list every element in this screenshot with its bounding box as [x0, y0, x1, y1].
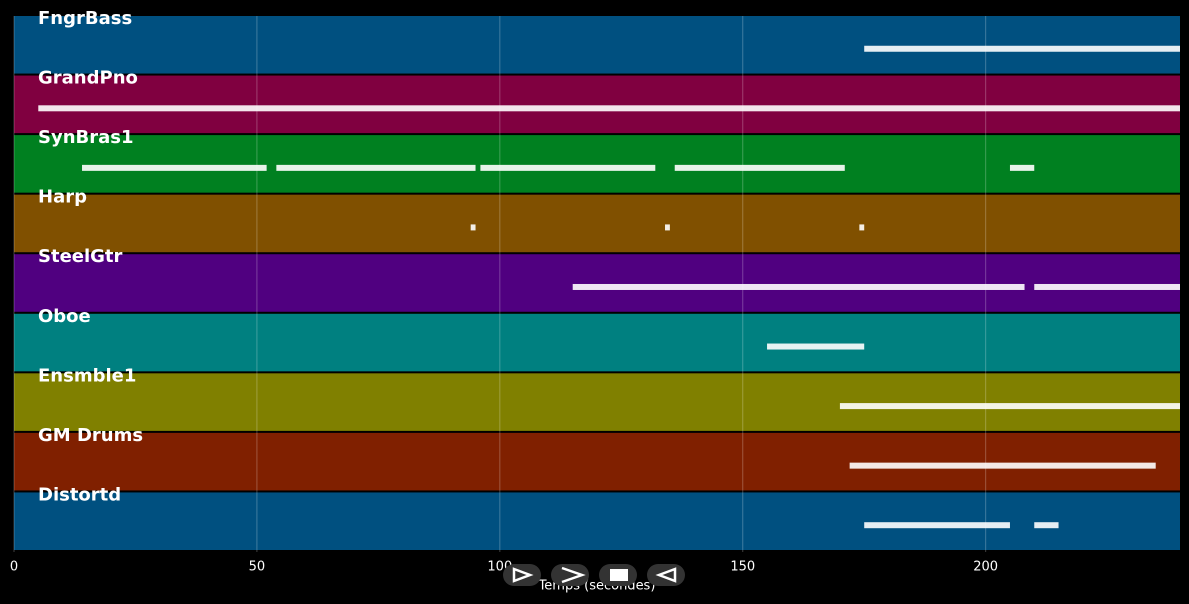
x-tick-label: 0	[10, 560, 18, 575]
x-tick-label: 150	[730, 560, 755, 575]
track-label: SteelGtr	[38, 246, 123, 267]
track-label: Harp	[38, 187, 87, 208]
track-label: SynBras1	[38, 127, 134, 148]
note-segment	[665, 224, 670, 231]
note-segment	[1034, 522, 1059, 529]
x-tick-label: 200	[973, 560, 998, 575]
forward-icon	[561, 566, 586, 584]
note-segment	[1034, 283, 1180, 290]
play-icon	[512, 567, 534, 583]
note-segment	[572, 283, 1025, 290]
rewind-button[interactable]	[647, 564, 685, 586]
note-segment	[864, 45, 1180, 52]
note-segment	[480, 164, 656, 171]
note-segment	[470, 224, 476, 231]
track-label: FngrBass	[38, 8, 132, 29]
note-segment	[839, 403, 1180, 410]
track-label: GM Drums	[38, 425, 143, 446]
note-segment	[82, 164, 267, 171]
track-background	[14, 135, 1180, 193]
play-button[interactable]	[503, 564, 541, 586]
track-background	[14, 254, 1180, 312]
track-label: GrandPno	[38, 68, 138, 89]
note-segment	[38, 105, 1181, 112]
track-background	[14, 313, 1180, 372]
track-label: Distortd	[38, 484, 121, 505]
track-label: Oboe	[38, 306, 91, 327]
forward-button[interactable]	[551, 564, 589, 586]
track-background	[14, 194, 1180, 253]
track-background	[14, 432, 1180, 491]
playback-controls	[503, 564, 685, 586]
track-background	[14, 492, 1180, 550]
note-segment	[767, 343, 865, 350]
x-tick-label: 50	[249, 560, 266, 575]
track-background	[14, 75, 1180, 134]
rewind-icon	[655, 567, 677, 583]
note-segment	[864, 522, 1010, 529]
track-background	[14, 16, 1180, 74]
track-label: Ensmble1	[38, 365, 136, 386]
note-segment	[276, 164, 476, 171]
track-background	[14, 373, 1180, 431]
note-segment	[849, 462, 1156, 469]
note-segment	[859, 224, 865, 231]
note-segment	[674, 164, 845, 171]
note-segment	[1009, 164, 1035, 171]
stop-icon	[610, 569, 628, 581]
